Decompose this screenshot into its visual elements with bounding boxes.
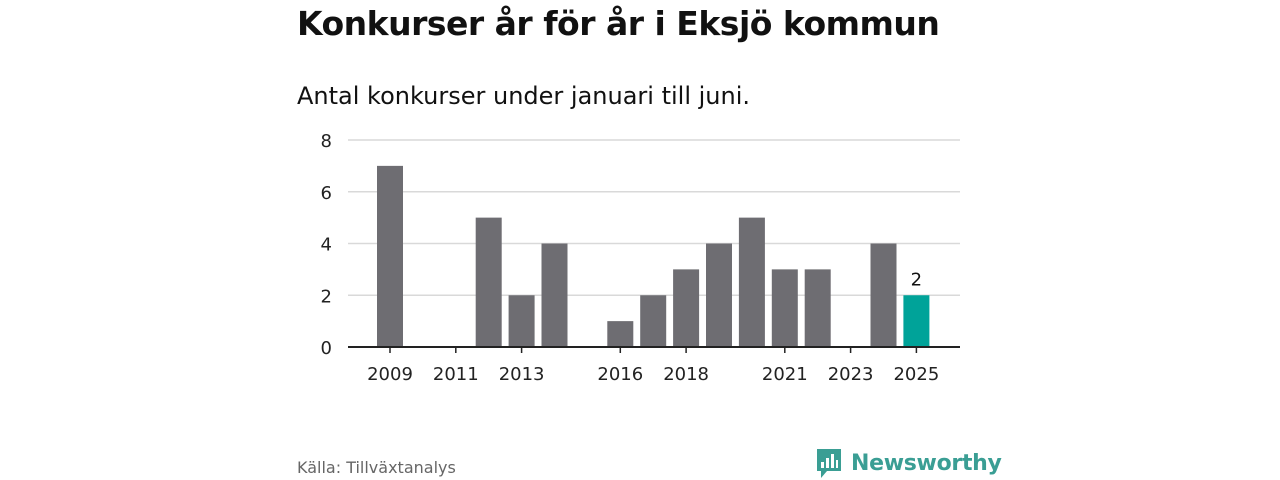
bar-2022	[804, 269, 831, 347]
x-tick-label-2023: 2023	[828, 364, 874, 385]
brand-logo: Newsworthy	[815, 446, 1002, 480]
chart-title: Konkurser år för år i Eksjö kommun	[297, 4, 940, 43]
brand-name: Newsworthy	[851, 450, 1002, 476]
bar-2009	[377, 165, 403, 347]
bar-2018	[673, 269, 700, 347]
bar-2014	[541, 243, 568, 347]
x-axis: 2009 2011 2013 2016 2018 2021 2023 2025	[348, 346, 960, 385]
bar-chart-bubble-icon	[817, 449, 841, 478]
y-tick-label-2: 2	[321, 286, 332, 307]
y-axis-ticks: 0 2 4 6 8	[321, 131, 332, 359]
bar-2017	[640, 295, 667, 347]
bar-2016	[607, 321, 634, 347]
bar-2021	[771, 269, 798, 347]
y-tick-label-4: 4	[321, 235, 332, 256]
x-tick-label-2021: 2021	[762, 364, 808, 385]
bar-2020	[738, 217, 765, 347]
bar-2012	[475, 217, 502, 347]
bar-2025	[903, 295, 930, 347]
gridlines	[348, 139, 960, 296]
y-tick-label-0: 0	[321, 338, 332, 359]
bar-2024	[870, 243, 897, 347]
x-tick-label-2013: 2013	[499, 364, 545, 385]
chart-subtitle: Antal konkurser under januari till juni.	[297, 82, 750, 110]
bar-2019	[706, 243, 732, 347]
bar-2013	[508, 295, 535, 347]
bar-chart: 0 2 4 6 8 2009 2011 2013 2016 2018 2021 2023 2025 2	[321, 131, 960, 385]
x-tick-label-2018: 2018	[663, 364, 709, 385]
x-tick-label-2025: 2025	[893, 364, 939, 385]
y-tick-label-8: 8	[321, 131, 332, 152]
x-tick-label-2011: 2011	[433, 364, 479, 385]
x-tick-label-2009: 2009	[367, 364, 413, 385]
x-tick-label-2016: 2016	[597, 364, 643, 385]
bars	[377, 165, 930, 347]
data-label-2025: 2	[911, 269, 922, 290]
data-labels: 2	[911, 269, 922, 290]
source-note: Källa: Tillväxtanalys	[297, 458, 456, 477]
y-tick-label-6: 6	[321, 183, 332, 204]
